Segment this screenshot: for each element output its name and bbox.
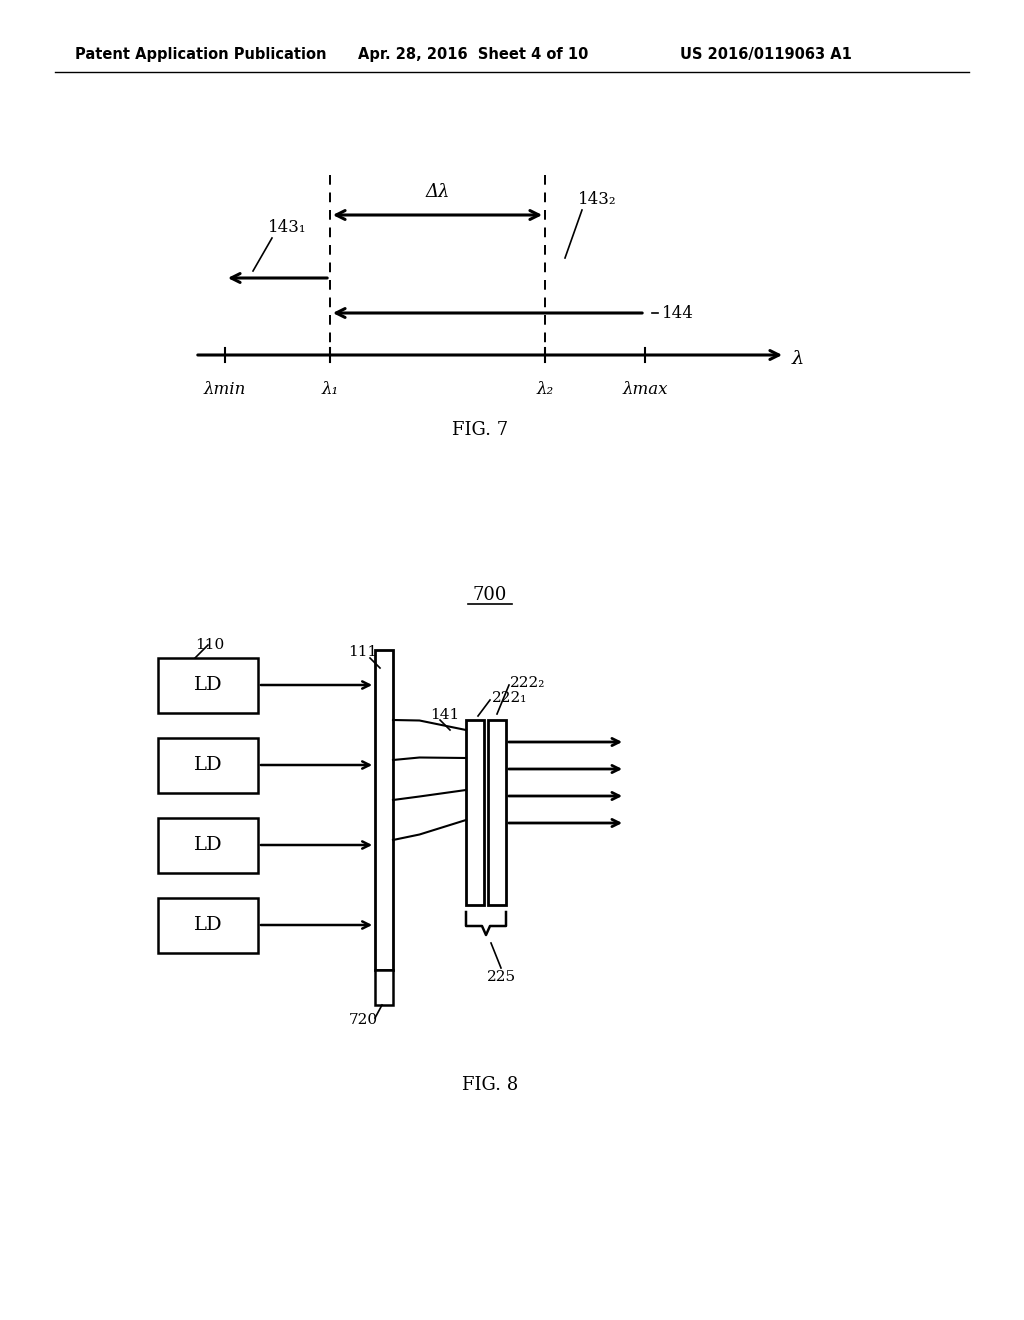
Text: 222₁: 222₁ — [492, 690, 527, 705]
Bar — [158, 657, 258, 713]
Text: 110: 110 — [195, 638, 224, 652]
Bar — [158, 738, 258, 792]
Text: 143₁: 143₁ — [268, 219, 306, 236]
Bar — [488, 719, 506, 906]
Text: λ₁: λ₁ — [322, 381, 339, 399]
Text: 143₂: 143₂ — [578, 191, 616, 209]
Text: LD: LD — [194, 836, 222, 854]
Text: 144: 144 — [662, 305, 694, 322]
Text: LD: LD — [194, 916, 222, 935]
Text: Patent Application Publication: Patent Application Publication — [75, 48, 327, 62]
Text: λ: λ — [792, 350, 805, 368]
Text: LD: LD — [194, 756, 222, 774]
Text: FIG. 8: FIG. 8 — [462, 1076, 518, 1094]
Bar — [375, 649, 393, 970]
Text: 141: 141 — [430, 708, 459, 722]
Text: FIG. 7: FIG. 7 — [452, 421, 508, 440]
Bar — [158, 817, 258, 873]
Bar — [158, 898, 258, 953]
Text: 225: 225 — [486, 970, 515, 983]
Text: Δλ: Δλ — [425, 183, 450, 201]
Text: 222₂: 222₂ — [510, 676, 546, 690]
Bar — [375, 970, 393, 1005]
Text: US 2016/0119063 A1: US 2016/0119063 A1 — [680, 48, 852, 62]
Text: LD: LD — [194, 676, 222, 694]
Text: λmin: λmin — [204, 381, 246, 399]
Text: 700: 700 — [473, 586, 507, 605]
Text: Apr. 28, 2016  Sheet 4 of 10: Apr. 28, 2016 Sheet 4 of 10 — [358, 48, 589, 62]
Text: 111: 111 — [348, 645, 377, 659]
Text: λmax: λmax — [623, 381, 668, 399]
Text: λ₂: λ₂ — [537, 381, 554, 399]
Text: 720: 720 — [348, 1012, 378, 1027]
Bar — [466, 719, 484, 906]
